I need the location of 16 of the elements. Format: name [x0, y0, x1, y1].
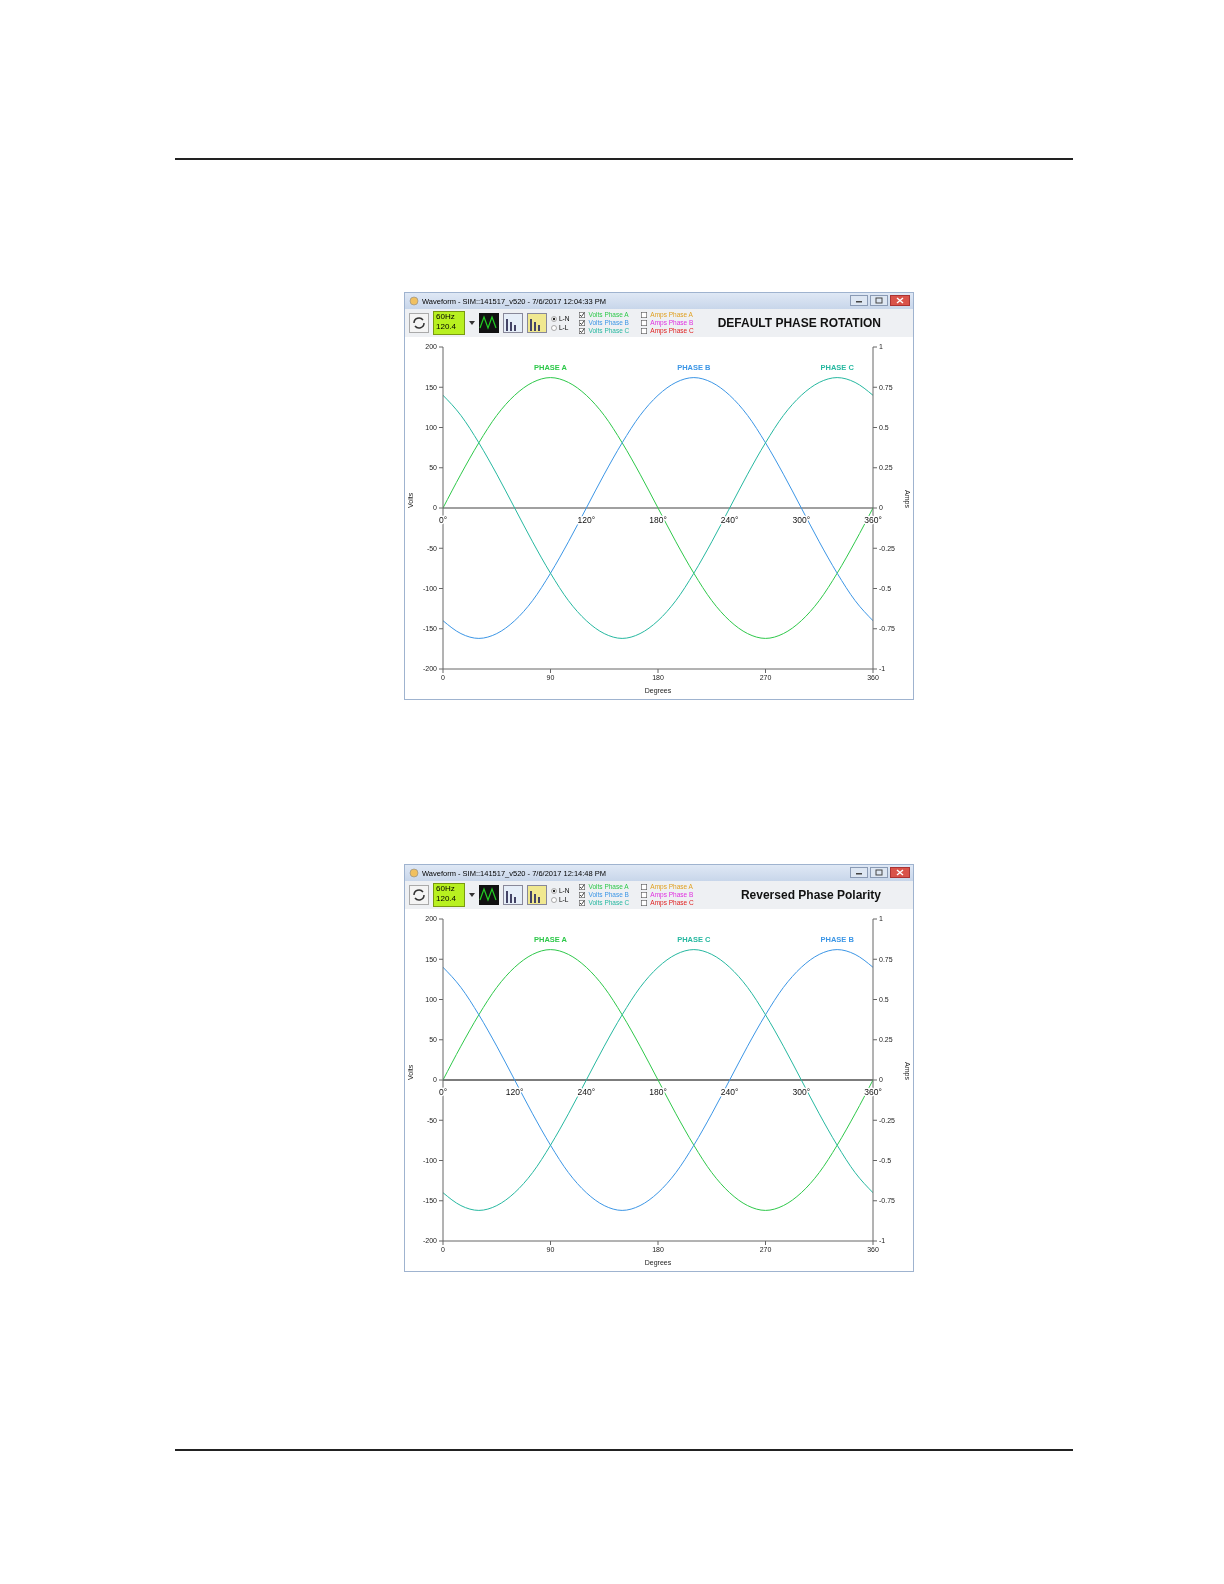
- annotation: 360°: [864, 1087, 882, 1098]
- annotation: 180°: [649, 1087, 667, 1098]
- chart-title: Reversed Phase Polarity: [740, 888, 881, 902]
- annotation: 240°: [720, 1087, 739, 1098]
- annotation: 180°: [649, 515, 667, 526]
- annotation: 240°: [720, 515, 739, 526]
- text: 120.4: [436, 322, 458, 332]
- annotation: 300°: [792, 515, 811, 526]
- text: 120.4: [436, 894, 458, 904]
- annotation: 360°: [864, 515, 882, 526]
- annotation: 0°: [438, 515, 448, 526]
- text: 60Hz: [436, 884, 456, 894]
- chart-title: DEFAULT PHASE ROTATION: [717, 316, 881, 330]
- text: 60Hz: [436, 312, 456, 322]
- annotation: 300°: [792, 1087, 811, 1098]
- annotation: 0°: [438, 1087, 448, 1098]
